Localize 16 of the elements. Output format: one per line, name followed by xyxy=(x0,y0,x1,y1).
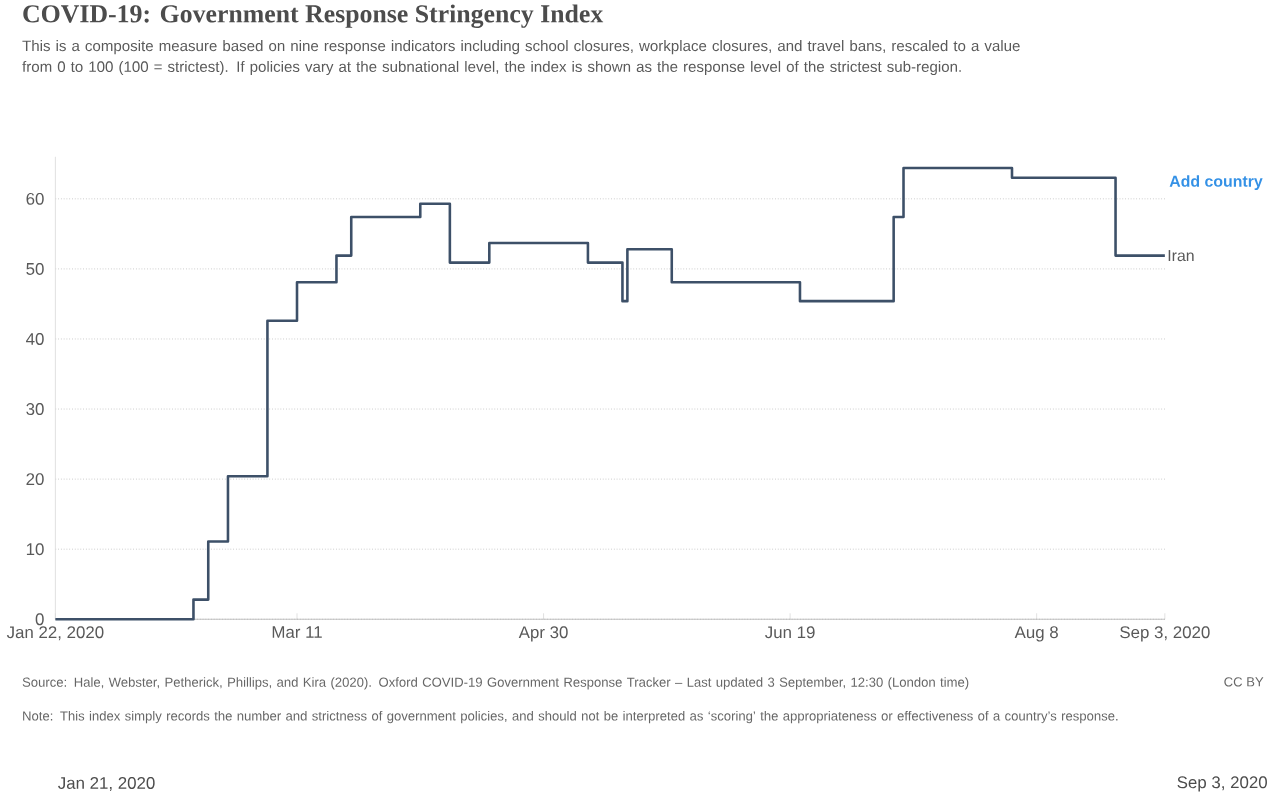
x-tick-label: Jun 19 xyxy=(765,626,815,639)
y-tick-label: 0 xyxy=(35,613,44,626)
x-tick-label: Aug 8 xyxy=(1014,626,1058,642)
y-tick-label: 10 xyxy=(26,543,44,556)
y-tick-label: 30 xyxy=(26,403,44,416)
text: Sep 3, 2020 xyxy=(1177,776,1267,792)
x-tick-label: Apr 30 xyxy=(518,626,568,642)
y-tick-label: 50 xyxy=(26,263,44,275)
text: Jan 21, 2020 xyxy=(58,777,155,792)
x-tick-label: Jan 22, 2020 xyxy=(6,626,104,641)
y-tick-label: 20 xyxy=(26,473,44,486)
chart-title: COVID-19: Government Response Stringency Index xyxy=(23,4,604,29)
x-tick-label: Sep 3, 2020 xyxy=(1120,626,1210,642)
y-tick-label: 40 xyxy=(26,333,44,346)
x-tick-label: Mar 11 xyxy=(272,626,322,639)
y-tick-label: 60 xyxy=(26,192,44,205)
